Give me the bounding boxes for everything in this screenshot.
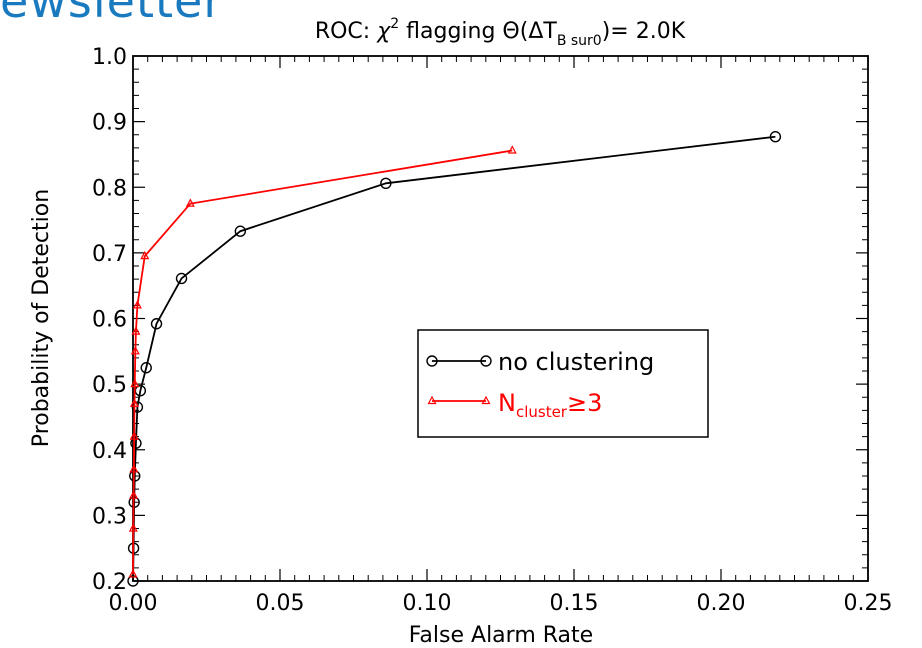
legend-ncluster-sub: cluster xyxy=(516,403,568,421)
legend-ncluster-rest: ≥3 xyxy=(567,389,602,417)
banner-text: ewsletter xyxy=(0,0,224,28)
chart-title: ROC: χ2 flagging Θ(ΔTB sur0)= 2.0K xyxy=(315,16,686,49)
data-point-no-clustering xyxy=(380,177,392,190)
y-tick-label: 0.7 xyxy=(92,242,127,267)
y-tick-label: 0.6 xyxy=(92,308,127,333)
data-point-ncluster xyxy=(129,490,139,499)
data-point-no-clustering xyxy=(769,131,782,143)
y-tick-label: 0.3 xyxy=(92,504,127,529)
x-tick-label: 0.25 xyxy=(844,591,893,616)
x-axis-label: False Alarm Rate xyxy=(409,623,593,648)
data-point-ncluster xyxy=(129,398,139,407)
y-tick-label: 0.2 xyxy=(92,570,127,595)
data-point-no-clustering xyxy=(150,318,163,330)
data-point-ncluster xyxy=(131,326,141,335)
legend-marker-ncluster xyxy=(481,395,491,405)
legend-label-no-clustering: no clustering xyxy=(498,348,654,376)
x-tick-label: 0.10 xyxy=(403,591,452,616)
data-point-no-clustering xyxy=(234,225,247,237)
data-point-ncluster xyxy=(128,569,138,578)
x-tick-label: 0.00 xyxy=(109,591,158,616)
title-subscript: B sur0 xyxy=(557,33,602,49)
title-chi: χ xyxy=(376,19,391,44)
title-mid: flagging Θ(ΔT xyxy=(399,19,557,44)
data-point-no-clustering xyxy=(175,272,188,285)
x-tick-label: 0.05 xyxy=(256,591,305,616)
data-point-no-clustering xyxy=(127,575,139,587)
data-point-ncluster xyxy=(130,378,140,388)
legend-marker-no-clustering xyxy=(426,355,438,367)
y-tick-label: 0.8 xyxy=(92,176,127,201)
legend-label-ncluster: Ncluster≥3 xyxy=(498,389,602,421)
title-prefix: ROC: xyxy=(315,19,377,44)
legend-marker-no-clustering xyxy=(480,355,492,367)
y-tick-label: 0.5 xyxy=(92,373,127,398)
y-axis-label: Probability of Detection xyxy=(29,189,54,447)
title-chi-superscript: 2 xyxy=(390,16,399,32)
legend-marker-ncluster xyxy=(427,395,437,405)
legend-ncluster-main: N xyxy=(498,389,516,417)
legend: no clustering Ncluster≥3 xyxy=(417,329,709,438)
data-point-ncluster xyxy=(185,198,195,207)
data-point-no-clustering xyxy=(130,437,142,449)
title-suffix: )= 2.0K xyxy=(602,19,686,44)
y-tick-label: 0.9 xyxy=(92,111,127,136)
x-tick-label: 0.15 xyxy=(550,591,599,616)
data-point-ncluster xyxy=(140,250,150,260)
x-tick-label: 0.20 xyxy=(697,591,746,616)
data-point-ncluster xyxy=(129,464,139,473)
series-line-ncluster xyxy=(132,149,513,575)
data-point-no-clustering xyxy=(131,401,144,413)
data-point-ncluster xyxy=(128,523,138,532)
data-point-ncluster xyxy=(130,346,140,355)
data-point-ncluster xyxy=(507,145,517,154)
series-layer xyxy=(127,131,782,587)
y-tick-label: 1.0 xyxy=(92,45,127,70)
plot-frame xyxy=(132,55,869,582)
plot-area xyxy=(132,55,869,582)
legend-box xyxy=(417,329,709,438)
axis-ticks: 0.00 0.05 0.10 0.15 0.20 0.25 0.2 0.3 0.4 0.5 0.6 0… xyxy=(92,45,892,616)
data-point-no-clustering xyxy=(140,362,152,374)
data-point-ncluster xyxy=(129,431,139,440)
data-point-ncluster xyxy=(132,300,142,309)
y-tick-label: 0.4 xyxy=(92,439,127,464)
